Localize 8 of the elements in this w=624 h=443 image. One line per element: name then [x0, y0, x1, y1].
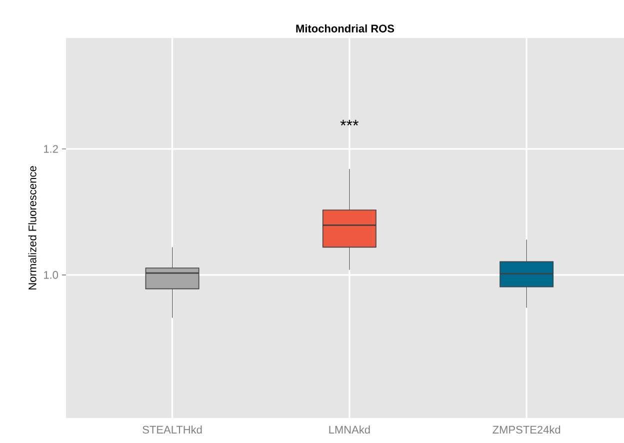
x-tick-label: STEALTHkd	[142, 426, 202, 434]
y-tick-label: 1.0	[44, 271, 58, 279]
x-tick-label: LMNAkd	[329, 426, 370, 434]
x-tick-label: ZMPSTE24kd	[492, 426, 560, 434]
y-tick-label: 1.2	[44, 145, 58, 153]
y-axis-title: Normalized Fluorescence	[28, 166, 36, 290]
chart-title: Mitochondrial ROS	[296, 24, 394, 32]
annotation: ***	[340, 120, 359, 126]
